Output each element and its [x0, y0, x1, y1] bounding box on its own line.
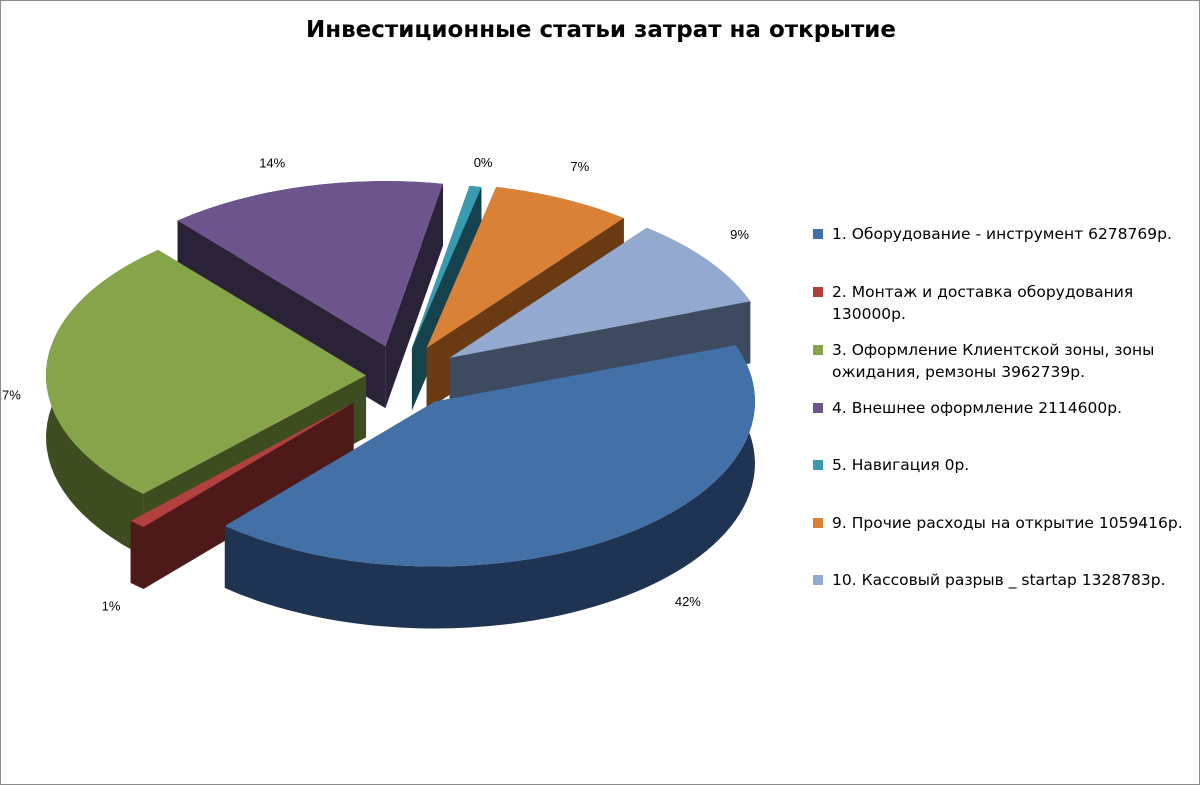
data-label: 27%: [1, 388, 21, 403]
pie-slice-top: [177, 181, 443, 347]
pie-slice-wall: [130, 402, 354, 583]
chart-title: Инвестиционные статьи затрат на открытие: [305, 17, 896, 43]
legend-label: 10. Кассовый разрыв _ startap 1328783р.: [832, 571, 1166, 589]
legend-swatch: [813, 518, 823, 528]
data-label: 14%: [259, 156, 285, 171]
pie-slice-wall: [385, 183, 443, 409]
legend-label: 4. Внешнее оформление 2114600р.: [832, 399, 1122, 417]
legend-swatch: [813, 287, 823, 297]
data-label: 0%: [474, 155, 493, 170]
legend-label: 3. Оформление Клиентской зоны, зоны ожид…: [832, 341, 1155, 381]
legend-label: 9. Прочие расходы на открытие 1059416р.: [832, 514, 1183, 532]
pie-slice-top: [449, 227, 751, 358]
data-label: 42%: [675, 594, 701, 609]
data-label: 1%: [102, 599, 121, 614]
legend-swatch: [813, 345, 823, 355]
pie-slice: [224, 345, 755, 629]
pie-slice: [130, 402, 354, 590]
legend-label: 5. Навигация 0р.: [832, 456, 970, 474]
pie-slice-top: [411, 185, 482, 349]
legend-swatch: [813, 575, 823, 585]
pie-slice-top: [426, 186, 624, 349]
data-label: 9%: [730, 227, 749, 242]
pie-slice-top: [130, 402, 354, 528]
legend-swatch: [813, 229, 823, 239]
legend-swatch: [813, 403, 823, 413]
pie-slice-side: [224, 345, 755, 629]
pie-slice-top: [46, 249, 367, 494]
legend-swatch: [813, 460, 823, 470]
pie-slice-top: [224, 345, 755, 567]
data-label: 7%: [570, 159, 589, 174]
legend-label: 1. Оборудование - инструмент 6278769р.: [832, 225, 1172, 243]
legend-label: 2. Монтаж и доставка оборудования 130000…: [832, 283, 1134, 323]
